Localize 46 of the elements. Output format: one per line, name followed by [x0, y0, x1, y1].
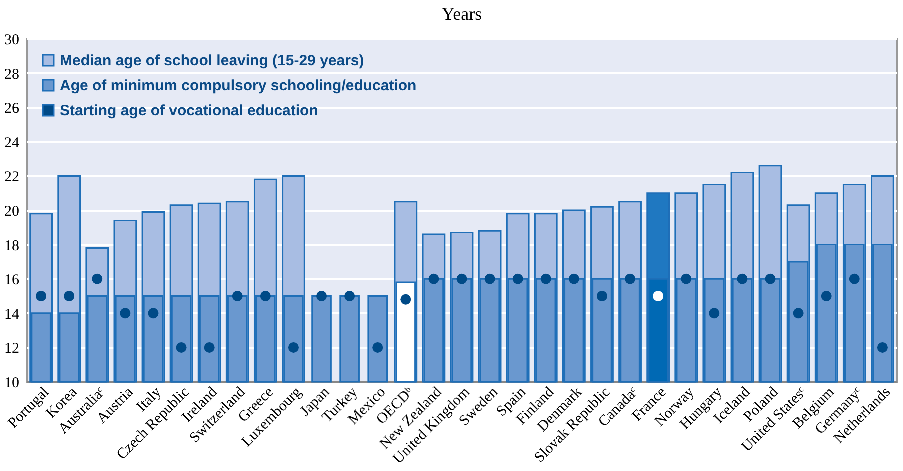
point — [737, 274, 748, 284]
point — [148, 308, 159, 319]
point — [204, 342, 215, 353]
point — [120, 308, 131, 319]
point — [344, 291, 356, 302]
y-tick-label: 14 — [4, 306, 20, 323]
legend-label: Age of minimum compulsory schooling/education — [60, 78, 417, 94]
y-tick-label: 22 — [4, 170, 20, 186]
point — [260, 291, 271, 302]
y-tick-label: 20 — [4, 204, 20, 220]
point — [765, 274, 776, 284]
point — [400, 294, 412, 305]
point — [456, 274, 468, 284]
point — [316, 291, 328, 302]
point — [428, 274, 440, 284]
y-tick-label: 28 — [4, 66, 20, 83]
point — [877, 342, 888, 353]
y-tick-label: 26 — [4, 101, 20, 118]
y-tick-label: 10 — [4, 376, 20, 392]
point — [484, 274, 496, 284]
y-tick-label: 12 — [4, 341, 20, 358]
y-tick-label: 18 — [4, 238, 20, 254]
point — [176, 342, 187, 353]
point — [36, 291, 47, 302]
point — [625, 274, 636, 284]
point — [372, 342, 384, 353]
point — [288, 342, 299, 353]
y-tick-label: 16 — [4, 272, 20, 289]
point — [709, 308, 720, 319]
point — [793, 308, 804, 319]
legend-label: Starting age of vocational education — [60, 102, 318, 120]
chart-title: Years — [442, 4, 482, 24]
y-tick-label: 30 — [4, 32, 20, 48]
point — [568, 274, 580, 284]
point — [540, 274, 552, 284]
point — [596, 291, 608, 302]
point — [681, 274, 692, 284]
point — [512, 274, 524, 284]
point — [821, 291, 832, 302]
point — [92, 274, 103, 284]
y-tick-label: 24 — [4, 135, 20, 152]
point — [849, 274, 860, 284]
point — [653, 291, 664, 302]
legend-label: Median age of school leaving (15-29 years) — [60, 52, 364, 70]
point — [232, 291, 243, 302]
point — [64, 291, 75, 302]
